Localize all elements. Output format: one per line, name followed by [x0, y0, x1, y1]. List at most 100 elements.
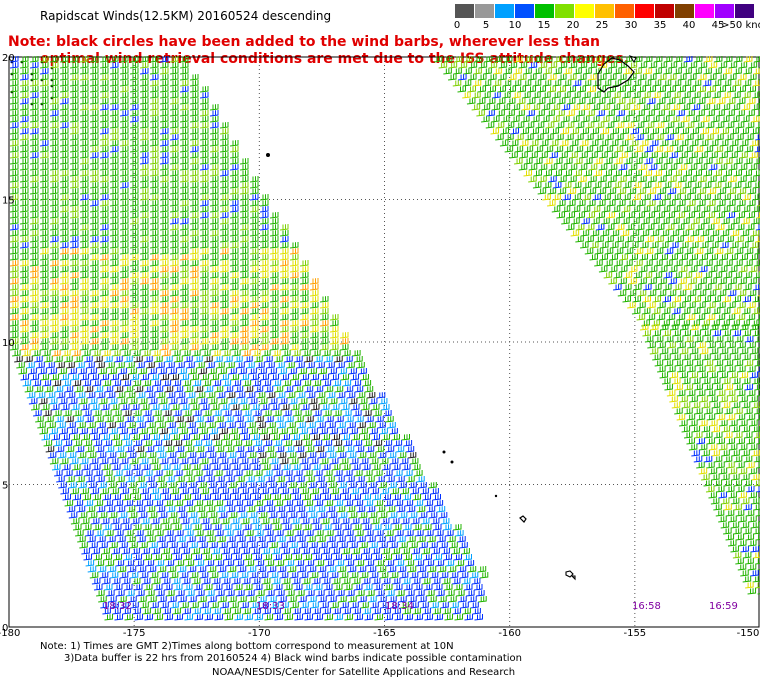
- wind-barb: [645, 236, 654, 243]
- wind-barb: [318, 368, 327, 375]
- wind-barb: [59, 68, 69, 75]
- wind-barb: [246, 506, 256, 513]
- wind-barb: [79, 272, 89, 279]
- wind-barb: [139, 458, 149, 465]
- wind-barb: [128, 482, 137, 489]
- wind-barb: [112, 494, 121, 501]
- wind-barb: [595, 122, 605, 129]
- wind-barb: [288, 512, 298, 519]
- wind-barb: [111, 464, 121, 471]
- wind-barb: [659, 324, 669, 331]
- wind-barb: [313, 554, 322, 561]
- wind-barb: [9, 92, 19, 99]
- wind-barb: [24, 356, 33, 363]
- wind-barb: [312, 524, 322, 531]
- wind-barb: [430, 488, 439, 495]
- wind-barb: [89, 212, 99, 219]
- wind-barb: [109, 86, 119, 93]
- wind-barb: [248, 368, 257, 375]
- wind-barb: [385, 416, 394, 423]
- wind-barb: [79, 62, 89, 69]
- wind-barb: [149, 326, 159, 333]
- wind-barb: [199, 428, 208, 435]
- wind-barb: [528, 74, 537, 81]
- wind-barb: [276, 590, 285, 597]
- wind-barb: [261, 578, 271, 585]
- wind-barb: [209, 338, 219, 345]
- wind-barb: [179, 158, 189, 165]
- wind-barb: [675, 224, 685, 231]
- wind-barb: [391, 548, 400, 555]
- swath-time-labels: 18:32 18:33 18:34 16:58 16:59: [103, 601, 738, 612]
- wind-barb: [119, 458, 129, 465]
- wind-barb: [149, 86, 159, 93]
- wind-barb: [28, 368, 37, 375]
- wind-barb: [85, 446, 95, 453]
- wind-barb: [323, 410, 332, 417]
- wind-barb: [59, 338, 69, 345]
- wind-barb: [683, 432, 693, 439]
- wind-barb: [524, 146, 534, 153]
- wind-barb: [169, 200, 179, 207]
- wind-barb: [49, 284, 59, 291]
- wind-barb: [393, 554, 402, 561]
- wind-barb: [702, 194, 711, 201]
- wind-barb: [69, 302, 79, 309]
- wind-barb: [748, 468, 758, 475]
- wind-barb: [655, 122, 665, 129]
- wind-barb: [376, 506, 386, 513]
- wind-barb: [731, 320, 740, 327]
- note-line-1: Note: black circles have been added to t…: [8, 34, 601, 50]
- wind-barb: [69, 74, 79, 81]
- wind-barb: [379, 542, 388, 549]
- wind-barb: [149, 242, 159, 249]
- wind-barb: [179, 278, 189, 285]
- wind-barb: [248, 512, 258, 519]
- wind-barb: [743, 170, 752, 177]
- wind-barb: [348, 398, 358, 405]
- wind-barb: [618, 74, 627, 81]
- wind-barb: [190, 602, 199, 609]
- wind-barb: [743, 504, 752, 511]
- wind-barb: [69, 332, 79, 339]
- wind-barb: [189, 212, 199, 219]
- wind-barb: [534, 158, 543, 165]
- wind-barb: [319, 458, 329, 465]
- wind-barb: [19, 146, 29, 153]
- wind-barb: [658, 62, 668, 69]
- wind-barb: [367, 452, 377, 459]
- wind-barb: [612, 92, 621, 99]
- wind-barb: [689, 152, 698, 159]
- wind-barb: [169, 206, 179, 213]
- wind-barb: [79, 266, 89, 273]
- wind-barb: [743, 528, 752, 535]
- wind-barb: [240, 374, 249, 381]
- wind-barb: [541, 116, 550, 123]
- wind-barb: [450, 602, 459, 609]
- wind-barb: [89, 146, 99, 153]
- wind-barb: [737, 564, 747, 571]
- wind-barb: [737, 188, 747, 195]
- wind-barb: [723, 480, 733, 487]
- wind-barb: [199, 170, 209, 177]
- wind-barb: [603, 170, 612, 177]
- wind-barb: [383, 554, 392, 561]
- wind-barb: [487, 86, 496, 93]
- wind-barb: [604, 248, 614, 255]
- wind-barb: [671, 116, 680, 123]
- wind-barb: [379, 572, 389, 579]
- wind-barb: [166, 392, 176, 399]
- wind-barb: [671, 218, 680, 225]
- wind-barb: [253, 584, 263, 591]
- wind-barb: [444, 614, 453, 621]
- wind-barb: [105, 530, 114, 537]
- wind-barb: [711, 206, 721, 213]
- wind-barb: [739, 254, 748, 261]
- wind-barb: [189, 182, 199, 189]
- wind-barb: [428, 512, 438, 519]
- wind-barb: [318, 512, 328, 519]
- wind-barb: [202, 524, 212, 531]
- wind-barb: [99, 68, 109, 75]
- wind-barb: [143, 554, 152, 561]
